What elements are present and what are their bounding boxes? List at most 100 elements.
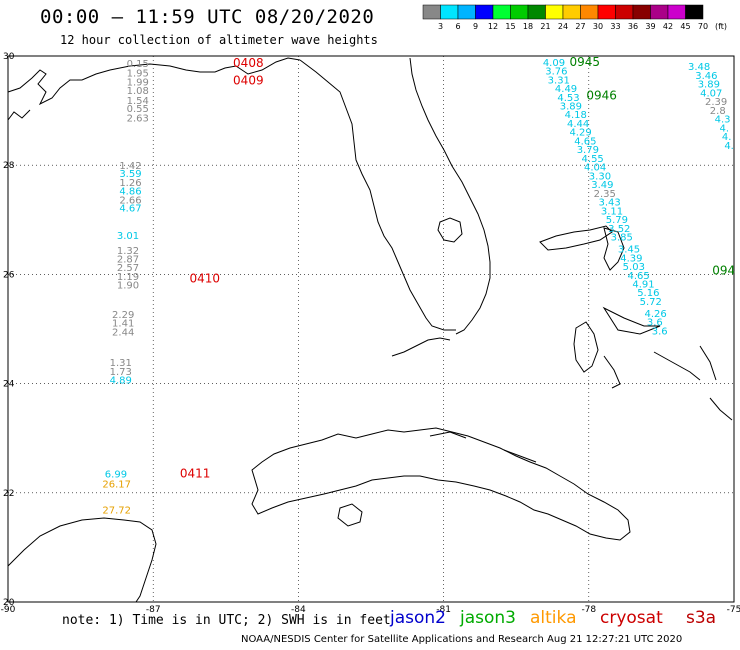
footer-credit: NOAA/NESDIS Center for Satellite Applica… — [241, 634, 683, 645]
wave-height-value: 1.73 — [110, 367, 132, 378]
wave-height-value: 4.18 — [565, 110, 587, 121]
wave-height-value: 3.89 — [698, 80, 720, 91]
wave-height-value: 1.99 — [127, 77, 149, 88]
legend-swatch — [615, 4, 634, 20]
legend-swatch — [685, 4, 704, 20]
legend-label: 33 — [610, 22, 620, 31]
x-tick-label: -81 — [436, 605, 451, 615]
satellite-name: s3a — [686, 608, 717, 628]
wave-height-value: 4.3 — [715, 115, 731, 126]
legend-swatch — [667, 4, 686, 20]
wave-height-value: 1.08 — [127, 86, 149, 97]
lake-okeechobee — [437, 217, 463, 243]
wave-height-value: 5.79 — [606, 215, 628, 226]
wave-height-value: 3.45 — [618, 245, 640, 256]
wave-height-value: 4.09 — [543, 58, 565, 69]
wave-height-value: 6.99 — [105, 470, 127, 481]
legend-swatch — [492, 4, 511, 20]
track-time-labels: 0408 0409 0410 0411 0945 0946 094 — [180, 55, 735, 481]
wave-height-value: 3.89 — [560, 102, 582, 113]
map-subtitle: 12 hour collection of altimeter wave hei… — [60, 33, 378, 47]
wave-height-value: 4.55 — [582, 154, 604, 165]
wave-height-value: 4.39 — [620, 253, 642, 264]
footer-note: note: 1) Time is in UTC; 2) SWH is in fe… — [62, 613, 391, 628]
wave-height-value: 2.44 — [112, 328, 134, 339]
legend-swatch — [562, 4, 581, 20]
wave-height-value: 5.16 — [637, 288, 659, 299]
legend-label: 70 — [698, 22, 708, 31]
graticule — [7, 55, 735, 603]
wave-height-value: 4.89 — [110, 376, 132, 387]
coast-bahamas-andros — [573, 321, 599, 373]
wave-height-value: 4. — [719, 123, 729, 134]
wave-height-value: 3.11 — [601, 206, 623, 217]
x-tick-label: -87 — [146, 605, 161, 615]
wave-height-value: 3.30 — [589, 171, 611, 182]
wave-height-value: 3.49 — [591, 180, 613, 191]
legend-label: 18 — [523, 22, 533, 31]
legend-label: 39 — [645, 22, 655, 31]
pass-time-label: 0410 — [190, 272, 221, 286]
wave-height-value: 4.91 — [632, 280, 654, 291]
legend-label: 45 — [680, 22, 690, 31]
pass-time-label: 0408 — [233, 56, 264, 70]
pass-time-label: 094 — [712, 263, 735, 277]
wave-height-value: 1.26 — [119, 178, 141, 189]
coast-cuba — [251, 427, 631, 541]
satellite-name: jason3 — [460, 608, 516, 628]
wave-height-value: 1.32 — [117, 246, 139, 257]
satellite-name: jason2 — [390, 608, 446, 628]
wave-height-value: 2.63 — [127, 114, 149, 125]
wave-height-value: 3.79 — [577, 145, 599, 156]
y-tick-label: 28 — [3, 161, 15, 171]
wave-height-value: 1.90 — [117, 281, 139, 292]
wave-height-value: 3.46 — [695, 71, 717, 82]
wave-height-value: 4.07 — [700, 88, 722, 99]
y-tick-label: 30 — [3, 52, 15, 62]
legend-swatch — [597, 4, 616, 20]
wave-height-value: 2.35 — [594, 189, 616, 200]
wave-height-value: 2.66 — [119, 195, 141, 206]
legend-label: 12 — [488, 22, 498, 31]
wave-height-value: 4.26 — [644, 309, 666, 320]
coast-bahamas-abaco — [603, 227, 625, 271]
pass-time-label: 0945 — [569, 55, 600, 69]
x-tick-label: -90 — [1, 605, 16, 615]
legend-label: 15 — [505, 22, 515, 31]
y-tick-label: 26 — [3, 270, 15, 280]
wave-height-value: 5.03 — [623, 262, 645, 273]
wave-height-value: 4.29 — [569, 128, 591, 139]
wave-height-value: 1.95 — [127, 69, 149, 80]
wave-height-readings: 0.151.951.991.081.540.552.63 1.423.591.26… — [102, 58, 733, 517]
legend-label: 30 — [593, 22, 603, 31]
x-tick-label: -75 — [727, 605, 740, 615]
wave-height-value: 27.72 — [102, 506, 131, 517]
coast-isla-juventud — [337, 503, 363, 527]
legend-label: 21 — [540, 22, 550, 31]
wave-height-value: 1.42 — [119, 161, 141, 172]
legend-swatch — [475, 4, 494, 20]
coast-florida-west — [299, 59, 456, 331]
wave-height-value: 2.29 — [112, 310, 134, 321]
legend-label: 9 — [473, 22, 478, 31]
legend-swatch — [632, 4, 651, 20]
wave-height-value: 2.87 — [117, 254, 139, 265]
wave-height-value: 4. — [722, 132, 732, 143]
coast-florida-east — [409, 57, 491, 335]
legend-swatch — [580, 4, 599, 20]
legend-label: 27 — [575, 22, 585, 31]
wave-height-value: 3.43 — [598, 198, 620, 209]
coast-gulf-panhandle — [7, 57, 301, 106]
axis-labels: -90 -87 -84 -81 -78 -75 30 28 26 24 22 20 — [1, 52, 740, 615]
coast-yucatan — [7, 517, 157, 603]
wave-height-value: 1.41 — [112, 318, 134, 329]
legend-label: 42 — [663, 22, 673, 31]
wave-height-value: 2.57 — [117, 263, 139, 274]
wave-height-value: 4.65 — [628, 271, 650, 282]
wave-height-value: 2.8 — [710, 106, 726, 117]
legend-label: 6 — [455, 22, 460, 31]
pass-time-label: 0409 — [233, 73, 264, 87]
wave-height-value: 3.76 — [545, 67, 567, 78]
legend-swatch — [527, 4, 546, 20]
